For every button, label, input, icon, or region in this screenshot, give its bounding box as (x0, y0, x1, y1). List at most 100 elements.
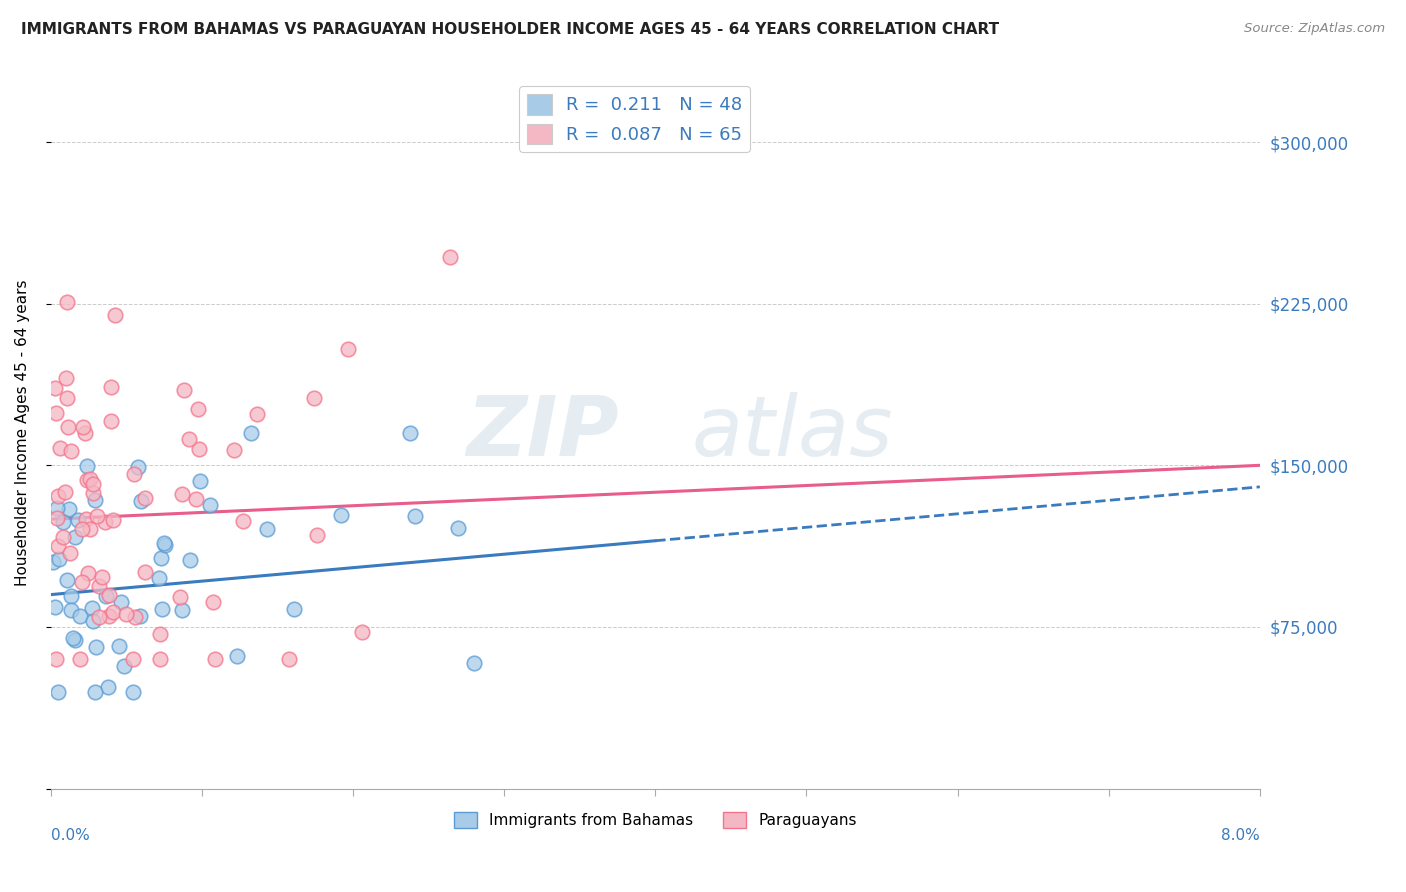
Point (55, 484, 77, 499)
Point (82, 477, 104, 491)
Point (72, 420, 94, 434)
Point (153, 535, 176, 549)
Point (103, 308, 125, 322)
Point (198, 498, 221, 512)
Point (114, 607, 136, 621)
Text: Source: ZipAtlas.com: Source: ZipAtlas.com (1244, 22, 1385, 36)
Point (45, 652, 67, 666)
Point (186, 491, 208, 506)
Point (246, 407, 269, 421)
Y-axis label: Householder Income Ages 45 - 64 years: Householder Income Ages 45 - 64 years (15, 280, 30, 586)
Point (172, 603, 194, 617)
Point (187, 401, 209, 416)
Point (352, 625, 374, 640)
Point (188, 475, 211, 489)
Point (70, 575, 93, 590)
Text: atlas: atlas (692, 392, 893, 474)
Point (77, 566, 100, 580)
Point (62, 631, 84, 645)
Text: ZIP: ZIP (467, 392, 619, 474)
Point (83, 684, 105, 698)
Text: 0.0%: 0.0% (51, 828, 90, 843)
Point (91, 570, 114, 584)
Point (82, 615, 104, 629)
Point (69, 652, 91, 666)
Point (46, 684, 69, 698)
Text: 8.0%: 8.0% (1220, 828, 1260, 843)
Point (222, 442, 245, 457)
Point (94, 515, 117, 529)
Point (239, 425, 262, 440)
Point (256, 522, 278, 536)
Point (42, 555, 65, 569)
Point (100, 380, 122, 394)
Point (52, 530, 75, 544)
Point (149, 627, 172, 641)
Point (66, 513, 89, 527)
Point (69, 608, 91, 623)
Point (58, 501, 80, 516)
Point (76, 458, 98, 473)
Point (148, 652, 170, 666)
Point (122, 467, 145, 481)
Point (148, 571, 170, 585)
Point (87, 579, 110, 593)
Point (134, 565, 156, 579)
Point (65, 530, 87, 544)
Point (122, 684, 145, 698)
Point (122, 652, 145, 666)
Point (129, 493, 152, 508)
Point (56, 295, 79, 310)
Point (305, 527, 328, 541)
Point (55, 391, 77, 405)
Point (173, 384, 195, 398)
Point (86, 508, 108, 523)
Point (44, 381, 66, 395)
Point (45, 406, 67, 420)
Point (97, 588, 120, 602)
Point (204, 652, 226, 666)
Point (134, 491, 156, 505)
Point (58, 420, 80, 434)
Point (155, 538, 177, 552)
Point (73, 425, 96, 440)
Point (46, 539, 69, 553)
Point (83, 493, 105, 508)
Point (101, 605, 124, 619)
Point (337, 342, 360, 356)
Point (89, 610, 111, 624)
Point (48, 552, 70, 566)
Point (124, 610, 146, 624)
Point (94, 589, 117, 603)
Point (278, 652, 301, 666)
Point (45, 501, 67, 516)
Point (72, 522, 94, 536)
Point (59, 546, 82, 560)
Point (46, 489, 69, 503)
Point (76, 474, 98, 488)
Point (463, 657, 485, 671)
Point (439, 250, 461, 264)
Point (79, 522, 101, 536)
Point (201, 595, 224, 609)
Point (283, 601, 305, 615)
Point (82, 486, 104, 500)
Point (225, 648, 247, 663)
Point (52, 515, 75, 529)
Point (114, 659, 136, 673)
Point (75, 512, 97, 526)
Point (169, 590, 191, 604)
Point (100, 413, 122, 427)
Point (404, 508, 426, 523)
Point (231, 514, 253, 528)
Point (60, 589, 83, 603)
Point (46, 511, 69, 525)
Point (399, 425, 422, 440)
Point (49, 441, 72, 455)
Point (97, 608, 120, 623)
Point (84, 640, 107, 654)
Point (150, 602, 173, 616)
Point (60, 443, 83, 458)
Point (44, 599, 66, 614)
Point (150, 551, 173, 566)
